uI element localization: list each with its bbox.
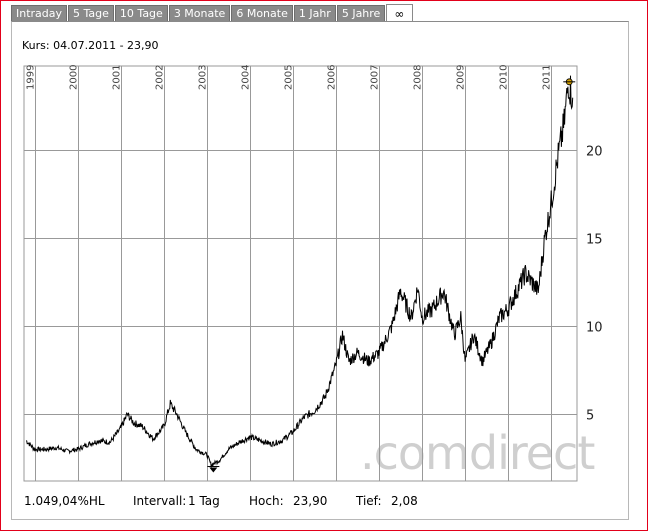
- range-tabs: Intraday 5 Tage 10 Tage 3 Monate 6 Monat…: [11, 4, 414, 22]
- x-tick-label: 2004: [241, 65, 252, 90]
- tab-6-monate[interactable]: 6 Monate: [231, 5, 293, 22]
- tab-intraday[interactable]: Intraday: [11, 5, 68, 22]
- x-tick-label: 2010: [499, 65, 510, 90]
- y-tick-label: 15: [586, 233, 603, 248]
- high-value: 23,90: [293, 494, 328, 508]
- tab-max[interactable]: ∞: [386, 4, 414, 22]
- tab-5-jahre[interactable]: 5 Jahre: [336, 5, 386, 22]
- low-label: Tief:: [356, 494, 382, 508]
- plot-area-border: [23, 65, 578, 482]
- high-label: Hoch:: [249, 494, 284, 508]
- x-tick-label: 2005: [284, 65, 295, 90]
- tab-10-tage[interactable]: 10 Tage: [114, 5, 168, 22]
- x-tick-label: 2002: [155, 65, 166, 90]
- low-marker: [209, 467, 218, 473]
- y-tick-label: 20: [586, 145, 603, 160]
- x-tick-label: 2001: [112, 65, 123, 90]
- interval-value: 1 Tag: [188, 494, 220, 508]
- price-line: [26, 75, 574, 468]
- x-tick-label: 2006: [327, 65, 338, 90]
- x-tick-label: 2000: [69, 65, 80, 90]
- x-tick-label: 2011: [542, 65, 553, 90]
- low-value: 2,08: [391, 494, 418, 508]
- y-tick-label: 5: [586, 409, 594, 424]
- change-percent: 1.049,04%HL: [24, 494, 105, 508]
- x-tick-label: 1999: [26, 65, 37, 90]
- interval-label: Intervall:: [133, 494, 187, 508]
- x-tick-label: 2008: [413, 65, 424, 90]
- x-tick-label: 2003: [198, 65, 209, 90]
- price-caption: Kurs: 04.07.2011 - 23,90: [22, 39, 159, 52]
- tab-3-monate[interactable]: 3 Monate: [168, 5, 231, 22]
- x-tick-label: 2009: [456, 65, 467, 90]
- y-tick-label: 10: [586, 321, 603, 336]
- brand-watermark: .comdirect: [360, 426, 595, 480]
- x-tick-label: 2007: [370, 65, 381, 90]
